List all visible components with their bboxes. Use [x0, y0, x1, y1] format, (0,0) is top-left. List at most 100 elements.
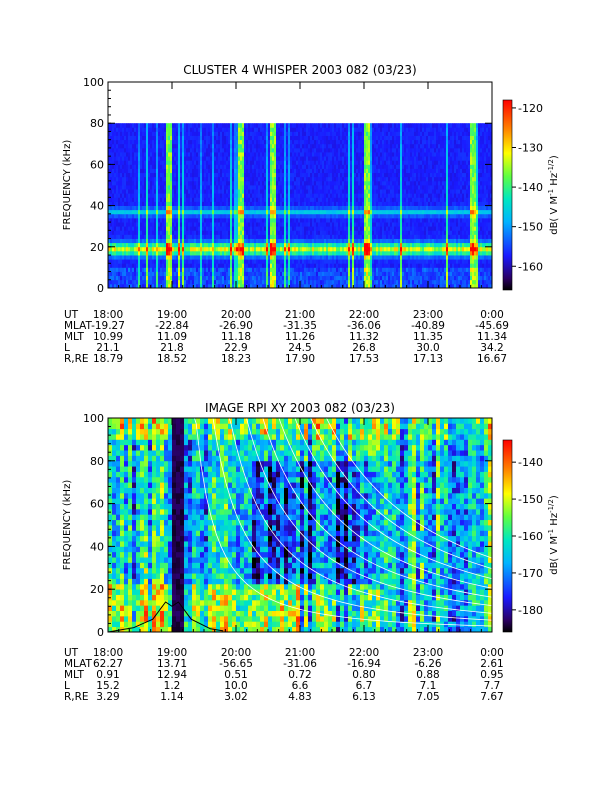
- panel1-heat-cell: [248, 143, 251, 149]
- panel1-heat-cell: [124, 127, 127, 132]
- panel1-heat-cell: [276, 263, 279, 268]
- panel1-heat-cell: [180, 250, 183, 256]
- panel1-heat-cell: [218, 180, 221, 186]
- panel1-heat-cell: [354, 250, 357, 256]
- panel1-heat-cell: [128, 185, 131, 190]
- panel1-heat-cell: [268, 242, 271, 248]
- panel1-heat-cell: [312, 213, 315, 219]
- panel1-heat-cell: [344, 271, 347, 277]
- panel1-heat-cell: [166, 209, 169, 215]
- panel1-heat-cell: [136, 152, 139, 157]
- panel1-heat-cell: [192, 185, 195, 190]
- panel1-heat-cell: [302, 164, 305, 169]
- panel1-heat-cell: [148, 131, 151, 136]
- panel1-heat-cell: [304, 271, 307, 277]
- panel1-heat-cell: [256, 176, 259, 182]
- panel1-heat-cell: [278, 152, 281, 157]
- panel1-heat-cell: [198, 226, 201, 231]
- panel1-heat-cell: [232, 156, 235, 161]
- panel1-heat-cell: [134, 180, 137, 186]
- panel1-heat-cell: [234, 283, 237, 289]
- panel1-heat-cell: [156, 168, 159, 174]
- panel1-heat-cell: [120, 172, 123, 178]
- panel1-heat-cell: [328, 263, 331, 268]
- panel1-heat-cell: [198, 271, 201, 277]
- panel1-heat-cell: [268, 176, 271, 182]
- panel1-heat-cell: [212, 135, 215, 141]
- panel1-heat-cell: [284, 201, 287, 206]
- panel1-heat-cell: [320, 193, 323, 198]
- panel1-heat-cell: [120, 152, 123, 157]
- panel1-heat-cell: [272, 226, 275, 231]
- panel1-heat-cell: [294, 131, 297, 136]
- panel1-heat-cell: [232, 226, 235, 231]
- panel1-heat-cell: [316, 197, 319, 202]
- panel1-heat-cell: [120, 164, 123, 169]
- panel1-heat-cell: [320, 275, 323, 281]
- panel1-heat-cell: [120, 250, 123, 256]
- panel1-heat-cell: [250, 185, 253, 190]
- panel1-heat-cell: [218, 156, 221, 161]
- panel1-heat-cell: [344, 197, 347, 202]
- panel1-heat-cell: [256, 160, 259, 165]
- panel1-heat-cell: [114, 205, 117, 211]
- panel1-heat-cell: [346, 135, 349, 141]
- panel1-heat-cell: [282, 152, 285, 157]
- panel1-heat-cell: [206, 201, 209, 206]
- panel1-heat-cell: [122, 242, 125, 248]
- panel1-heat-cell: [180, 197, 183, 202]
- panel1-heat-cell: [180, 234, 183, 239]
- panel1-heat-cell: [236, 156, 239, 161]
- panel1-heat-cell: [282, 180, 285, 186]
- panel1-heat-cell: [292, 143, 295, 149]
- panel1-heat-cell: [336, 255, 339, 260]
- panel1-heat-cell: [332, 139, 335, 145]
- panel1-heat-cell: [168, 209, 171, 215]
- panel1-heat-cell: [324, 238, 327, 244]
- panel1-heat-cell: [354, 205, 357, 211]
- panel1-heat-cell: [332, 234, 335, 239]
- panel1-heat-cell: [348, 238, 351, 244]
- panel1-heat-cell: [224, 193, 227, 198]
- panel1-heat-cell: [110, 197, 113, 202]
- panel1-heat-cell: [200, 139, 203, 145]
- panel1-heat-cell: [172, 123, 175, 128]
- panel1-heat-cell: [272, 267, 275, 272]
- panel1-heat-cell: [220, 230, 223, 235]
- panel1-heat-cell: [260, 152, 263, 157]
- panel1-heat-cell: [178, 213, 181, 219]
- panel1-heat-cell: [182, 259, 185, 264]
- panel1-heat-cell: [218, 209, 221, 215]
- panel1-heat-cell: [258, 226, 261, 231]
- panel1-heat-cell: [290, 263, 293, 268]
- panel1-heat-cell: [208, 185, 211, 190]
- panel1-heat-cell: [226, 267, 229, 272]
- panel1-heat-cell: [170, 152, 173, 157]
- panel1-heat-cell: [306, 168, 309, 174]
- panel1-heat-cell: [236, 143, 239, 149]
- panel1-heat-cell: [196, 238, 199, 244]
- panel1-heat-cell: [294, 255, 297, 260]
- panel1-heat-cell: [176, 246, 179, 252]
- panel1-heat-cell: [228, 213, 231, 219]
- panel1-heat-cell: [166, 201, 169, 206]
- panel1-heat-cell: [348, 180, 351, 186]
- panel1-heat-cell: [272, 275, 275, 281]
- panel1-heat-cell: [162, 152, 165, 157]
- panel1-heat-cell: [326, 226, 329, 231]
- panel1-heat-cell: [354, 176, 357, 182]
- panel1-heat-cell: [318, 271, 321, 277]
- panel1-heat-cell: [286, 180, 289, 186]
- panel1-heat-cell: [210, 226, 213, 231]
- panel1-heat-cell: [118, 279, 121, 285]
- panel1-heat-cell: [202, 123, 205, 128]
- panel1-heat-cell: [152, 217, 155, 223]
- panel1-heat-cell: [110, 143, 113, 149]
- panel1-heat-cell: [262, 193, 265, 198]
- panel1-heat-cell: [268, 197, 271, 202]
- panel1-heat-cell: [316, 168, 319, 174]
- panel1-heat-cell: [250, 201, 253, 206]
- panel1-heat-cell: [170, 238, 173, 244]
- panel1-heat-cell: [108, 143, 111, 149]
- panel1-heat-cell: [298, 246, 301, 252]
